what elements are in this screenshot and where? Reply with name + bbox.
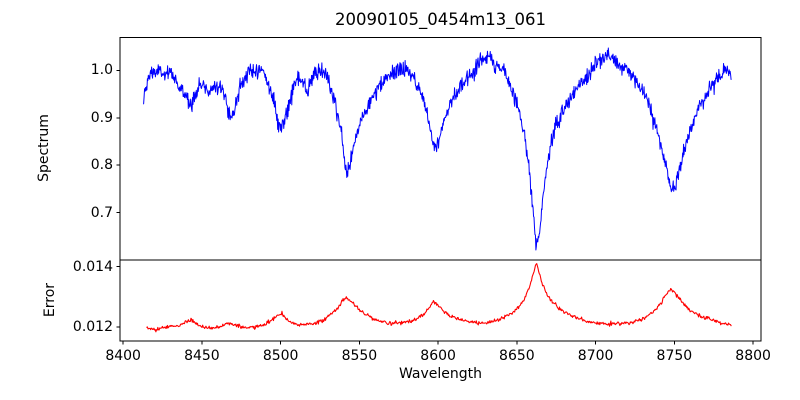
error-y-tick-label-0.012: 0.012 xyxy=(72,319,113,336)
x-tick-label-8500: 8500 xyxy=(262,348,299,364)
x-tick-label-8750: 8750 xyxy=(656,348,693,364)
spectrum-line xyxy=(143,47,732,251)
x-tick-label-8400: 8400 xyxy=(105,348,141,364)
x-tick-label-8450: 8450 xyxy=(184,348,220,364)
spectrum-y-tick-label-0.7: 0.7 xyxy=(90,204,113,221)
x-tick-label-8800: 8800 xyxy=(735,348,771,364)
spectrum-y-tick-label-1.0: 1.0 xyxy=(90,62,113,79)
chart-title: 20090105_0454m13_061 xyxy=(334,10,547,29)
x-tick-label-8550: 8550 xyxy=(341,348,378,364)
spectrum-y-tick-label-0.8: 0.8 xyxy=(90,157,113,174)
x-tick-label-8700: 8700 xyxy=(577,348,614,364)
spectrum-y-tick-label-0.9: 0.9 xyxy=(90,109,113,126)
error-line xyxy=(146,263,732,333)
error-panel-frame xyxy=(119,259,762,342)
x-axis-label: Wavelength xyxy=(398,366,483,382)
x-tick-label-8600: 8600 xyxy=(420,348,456,364)
axis-ticks xyxy=(116,69,754,345)
spectrum-panel-frame xyxy=(119,37,762,261)
x-tick-label-8650: 8650 xyxy=(499,348,535,364)
error-y-tick-label-0.014: 0.014 xyxy=(72,258,113,275)
